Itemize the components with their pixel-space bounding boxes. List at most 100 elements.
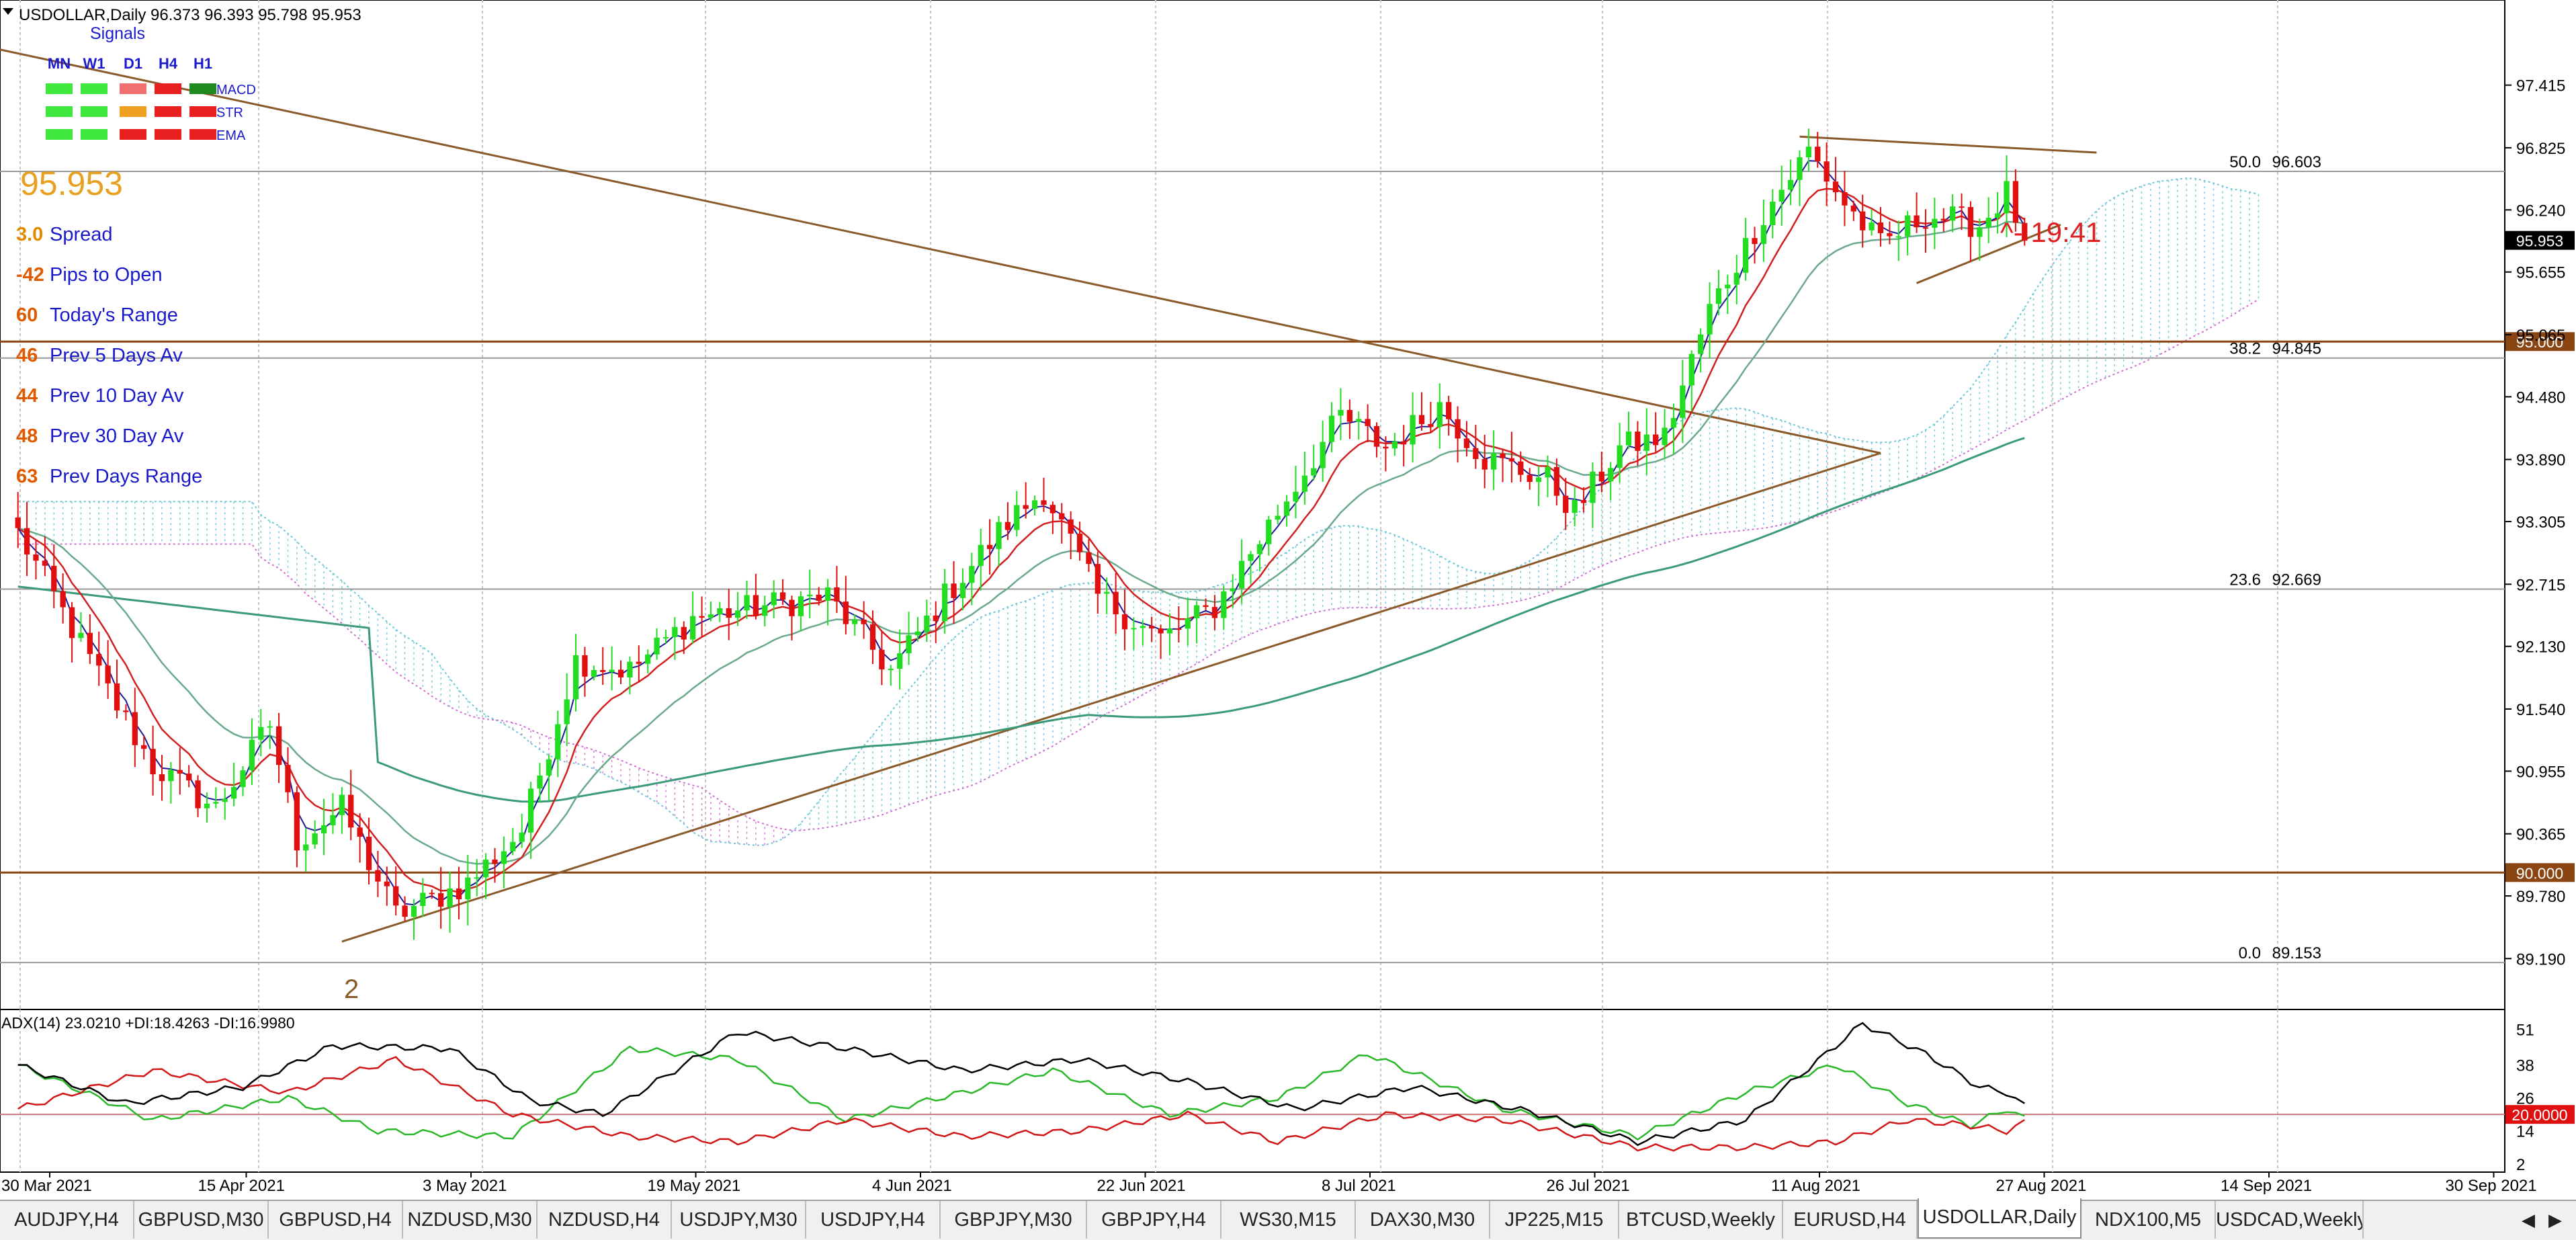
signal-cell [81, 129, 108, 140]
candle-body [132, 712, 138, 745]
candle-body [690, 616, 696, 640]
stat-value: 48 [16, 425, 38, 447]
adx-indicator: 51 38 26 14 2 20.0000 [0, 1021, 2575, 1174]
tab-audjpy-h4[interactable]: AUDJPY,H4 [0, 1201, 134, 1239]
candle-body [978, 544, 984, 567]
candle-body [1068, 519, 1074, 534]
signal-cell [189, 83, 216, 94]
signal-cell [81, 106, 108, 117]
candle-body [1797, 157, 1803, 180]
price-tick-label: 89.780 [2516, 888, 2565, 906]
candle-body [366, 836, 372, 870]
signal-timeframe: W1 [83, 55, 105, 72]
candle-body [1320, 442, 1326, 468]
candle-body [996, 522, 1002, 549]
candle-body [1158, 628, 1164, 634]
tab-scroll-left-icon[interactable]: ◀ [2522, 1210, 2535, 1230]
time-tick-label: 22 Jun 2021 [1097, 1177, 1186, 1195]
candle-body [852, 619, 858, 624]
candle-body [1977, 227, 1983, 237]
candle-body [582, 655, 588, 677]
signal-row-label: STR [216, 106, 243, 120]
signal-cell [120, 129, 146, 140]
adx-title: ADX(14) 23.0210 +DI:18.4263 -DI:16.9980 [1, 1014, 295, 1032]
adx-tick-label: 51 [2516, 1021, 2534, 1039]
candle-body [230, 787, 237, 799]
candle-body [1572, 499, 1578, 513]
candle-body [1176, 628, 1182, 630]
candle-body [1373, 426, 1380, 447]
tab-usdcad-weekly[interactable]: USDCAD,Weekly [2216, 1201, 2364, 1239]
minus-di-line [17, 1056, 2025, 1152]
candle-body [1283, 501, 1290, 516]
candle-body [339, 794, 345, 815]
time-tick-label: 14 Sep 2021 [2221, 1177, 2312, 1195]
candle-body [275, 726, 282, 766]
collapse-triangle-icon[interactable] [3, 8, 13, 15]
candle-body [600, 669, 606, 672]
signal-cell [155, 106, 181, 117]
tab-ndx100-m5[interactable]: NDX100,M5 [2081, 1201, 2216, 1239]
candle-body [1113, 591, 1119, 615]
tab-gbpjpy-h4[interactable]: GBPJPY,H4 [1087, 1201, 1221, 1239]
tab-nzdusd-h4[interactable]: NZDUSD,H4 [538, 1201, 672, 1239]
candle-body [672, 626, 678, 637]
candle-body [1166, 628, 1173, 634]
candle-body [879, 649, 885, 669]
tab-gbpjpy-m30[interactable]: GBPJPY,M30 [941, 1201, 1087, 1239]
tab-ws30-m15[interactable]: WS30,M15 [1221, 1201, 1356, 1239]
tab-btcusd-weekly[interactable]: BTCUSD,Weekly [1619, 1201, 1783, 1239]
candle-body [1815, 147, 1821, 162]
candle-body [1733, 272, 1740, 285]
candle-body [1194, 605, 1200, 619]
fibonacci-levels: 50.0 96.603 38.2 94.845 23.6 92.669 0.0 89.153 [0, 153, 2505, 964]
tab-scroll-right-icon[interactable]: ▶ [2548, 1210, 2562, 1230]
candle-body [15, 517, 21, 528]
downtrend-line [0, 48, 1881, 454]
tab-gbpusd-h4[interactable]: GBPUSD,H4 [269, 1201, 403, 1239]
tab-nzdusd-m30[interactable]: NZDUSD,M30 [403, 1201, 538, 1239]
stat-value: -42 [16, 264, 44, 286]
candle-body [357, 827, 363, 837]
adx-level-tag [2505, 1105, 2575, 1124]
candle-body [285, 765, 291, 792]
tab-dax30-m30[interactable]: DAX30,M30 [1356, 1201, 1490, 1239]
tab-usdjpy-m30[interactable]: USDJPY,M30 [672, 1201, 806, 1239]
candle-body [807, 594, 813, 597]
candle-body [744, 595, 750, 611]
adx-tick-label: 38 [2516, 1057, 2534, 1075]
signal-cell [120, 106, 146, 117]
tab-usdjpy-h4[interactable]: USDJPY,H4 [806, 1201, 941, 1239]
candle-body [141, 745, 147, 749]
candle-body [222, 798, 228, 802]
candle-body [411, 906, 417, 917]
candle-body [330, 815, 336, 825]
tab-jp225-m15[interactable]: JP225,M15 [1490, 1201, 1619, 1239]
candle-body [375, 870, 381, 882]
wave-label: 2 [344, 975, 359, 1004]
candle-body [1662, 427, 1668, 446]
candle-body [1266, 520, 1272, 544]
candle-body [312, 833, 318, 845]
signal-timeframe: D1 [124, 55, 142, 72]
candle-body [1887, 233, 1893, 237]
candle-body [168, 770, 174, 782]
tab-gbpusd-m30[interactable]: GBPUSD,M30 [134, 1201, 269, 1239]
chart-tab-bar: ◀ ▶ AUDJPY,H4 GBPUSD,M30 GBPUSD,H4 NZDUSD,M… [0, 1198, 2576, 1240]
tab-usdollar-daily[interactable]: USDOLLAR,Daily [1918, 1198, 2081, 1239]
candle-body [1211, 607, 1218, 618]
candle-body [1590, 471, 1596, 503]
candle-body [1752, 238, 1758, 245]
candle-body [2022, 222, 2028, 241]
price-tick-label: 90.365 [2516, 826, 2565, 844]
candle-body [1842, 192, 1848, 206]
candle-body [1994, 213, 2001, 218]
candle-body [1832, 181, 1839, 192]
candle-body [762, 605, 768, 616]
signal-row-label: MACD [216, 83, 256, 97]
tab-eurusd-h4[interactable]: EURUSD,H4 [1783, 1201, 1918, 1239]
candle-body [1653, 434, 1659, 446]
stat-label: Spread [50, 224, 113, 245]
candle-body [1418, 415, 1425, 424]
